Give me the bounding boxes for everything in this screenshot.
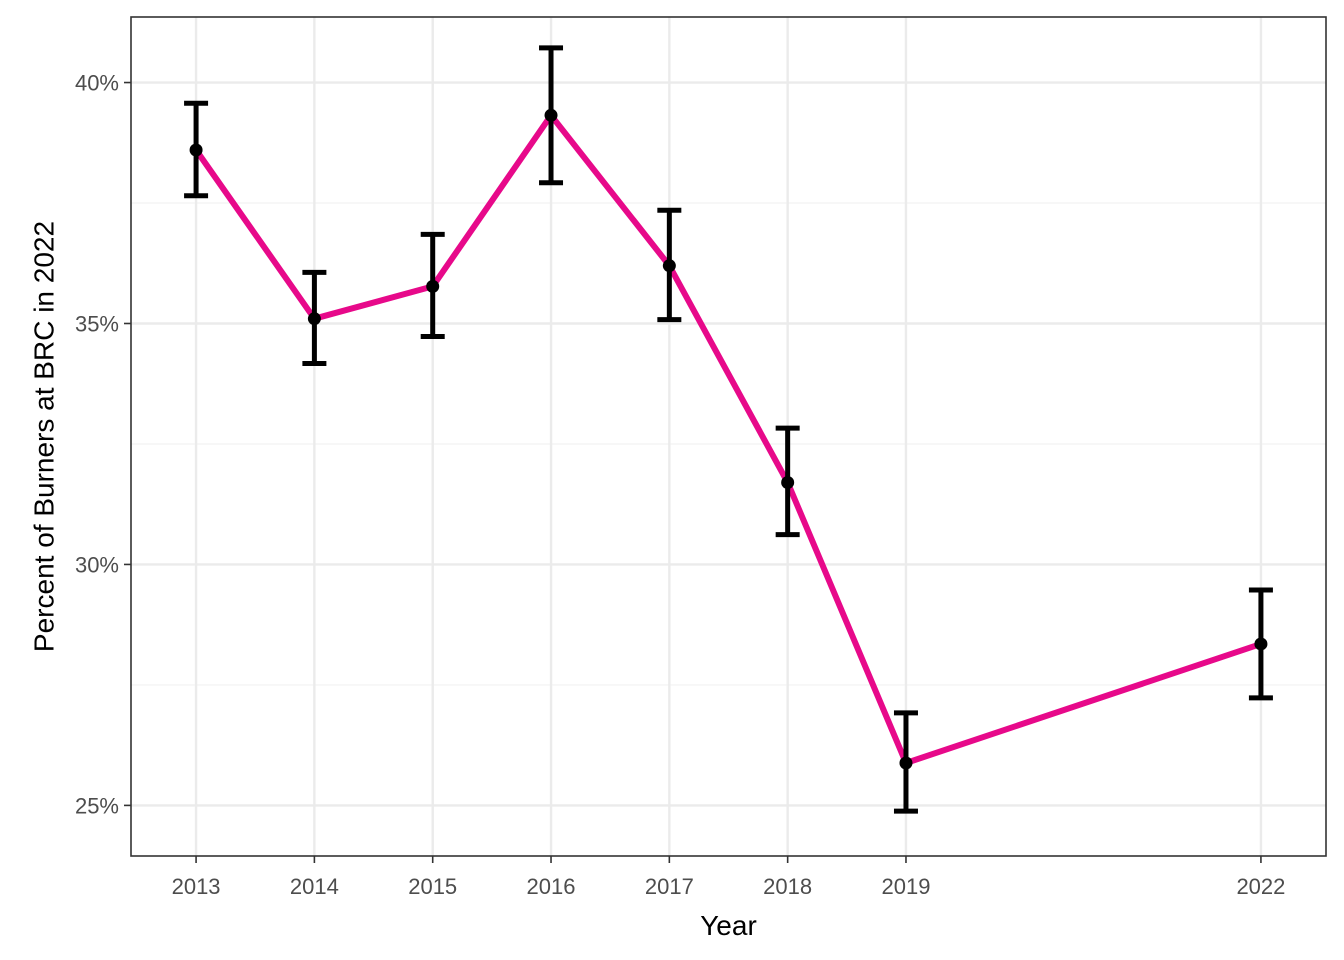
x-tick-label: 2015	[408, 874, 457, 899]
x-axis-title: Year	[700, 910, 757, 941]
x-axis-ticks: 2013 2014 2015 2016 2017 2018 2019 2022	[172, 856, 1285, 899]
y-tick-label: 40%	[75, 71, 119, 96]
x-tick-label: 2014	[290, 874, 339, 899]
data-point	[307, 312, 321, 326]
grid-lines	[131, 17, 1326, 856]
series-line	[193, 112, 1262, 766]
data-point	[899, 756, 913, 770]
data-point	[662, 259, 676, 273]
data-point	[189, 143, 203, 157]
y-tick-label: 30%	[75, 552, 119, 577]
panel-border	[130, 16, 1327, 857]
y-axis-title: Percent of Burners at BRC in 2022	[29, 221, 60, 652]
data-point	[781, 476, 795, 490]
series-line-layer	[193, 112, 1262, 766]
x-tick-label: 2019	[881, 874, 930, 899]
data-point	[1254, 637, 1268, 651]
data-points	[189, 108, 1268, 770]
x-tick-label: 2018	[763, 874, 812, 899]
data-point	[426, 279, 440, 293]
y-axis-ticks: 25% 30% 35% 40%	[75, 71, 131, 818]
x-tick-label: 2017	[645, 874, 694, 899]
x-tick-label: 2022	[1236, 874, 1285, 899]
y-tick-label: 35%	[75, 311, 119, 336]
x-tick-label: 2016	[527, 874, 576, 899]
y-tick-label: 25%	[75, 793, 119, 818]
x-tick-label: 2013	[172, 874, 221, 899]
data-point	[544, 108, 558, 122]
